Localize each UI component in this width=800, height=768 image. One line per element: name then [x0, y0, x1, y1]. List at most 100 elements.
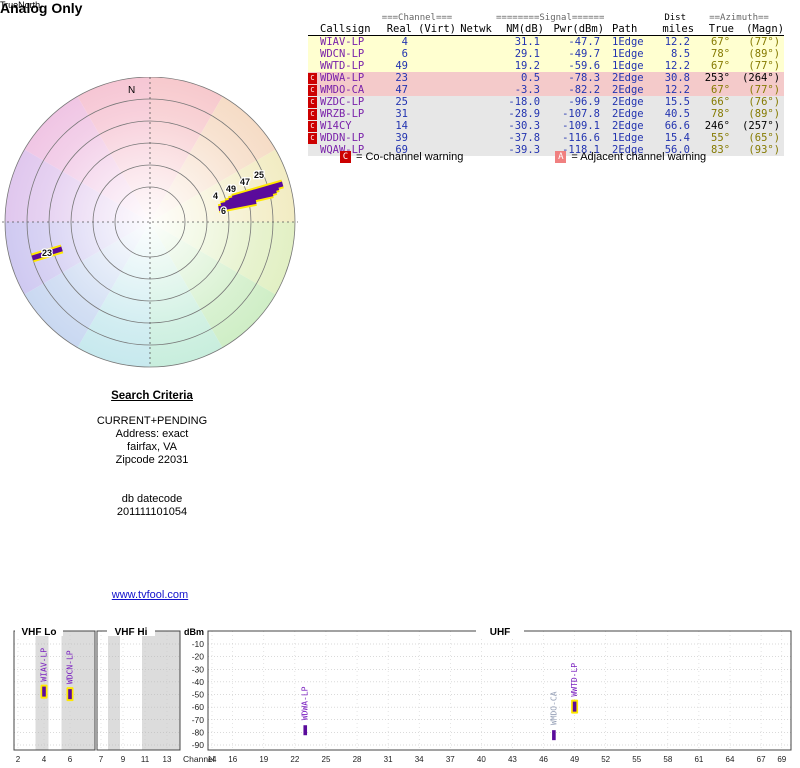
band-shading — [142, 631, 180, 750]
col-netwk: Netwk — [456, 23, 497, 36]
cell-nm: -3.3 — [514, 84, 541, 96]
cell-magn: (77°) — [748, 36, 781, 48]
cell-pwr: -109.1 — [562, 120, 601, 132]
cell-callsign[interactable]: WZDC-LP — [320, 96, 365, 108]
cell-true: 66° — [711, 96, 731, 108]
co-channel-legend: C = Co-channel warning — [340, 151, 463, 163]
cell-miles: 40.5 — [664, 108, 691, 120]
channel-tick-label: 7 — [99, 755, 104, 764]
band-label: UHF — [490, 627, 511, 638]
cell-miles: 15.5 — [664, 96, 691, 108]
channel-tick-label: 14 — [208, 755, 217, 764]
search-line-source: CURRENT+PENDING — [96, 415, 208, 427]
dbm-tick-label: -40 — [192, 677, 205, 687]
cell-virt — [412, 72, 456, 84]
adjacent-channel-text: = Adjacent channel warning — [571, 151, 707, 163]
cell-path: 2Edge — [612, 120, 644, 132]
cell-callsign[interactable]: WMDO-CA — [320, 84, 365, 96]
signal-bar — [552, 730, 556, 741]
cell-warn: C — [308, 72, 318, 84]
cell-virt — [412, 108, 456, 120]
signal-marker-label: 23 — [42, 248, 52, 258]
cell-warn — [308, 36, 318, 49]
signal-bar-label: WMDO-CA — [549, 691, 558, 725]
signal-marker — [31, 246, 63, 261]
dbm-tick-label: -80 — [192, 727, 205, 737]
cell-path: 2Edge — [612, 72, 644, 84]
signal-marker-label: 25 — [254, 170, 264, 180]
cell-miles: 12.2 — [664, 36, 691, 48]
cell-callsign[interactable]: WDDN-LP — [320, 132, 365, 144]
channel-tick-label: 55 — [632, 755, 641, 764]
cell-callsign[interactable]: W14CY — [320, 120, 352, 132]
col-true: True — [694, 23, 735, 36]
cell-magn: (89°) — [748, 108, 781, 120]
cell-true: 78° — [711, 108, 731, 120]
signal-table-body: WIAV-LP 4 31.1 -47.7 1Edge 12.2 67° (77°) WDCN-L… — [308, 35, 785, 156]
warning-legend: C = Co-channel warning A = Adjacent chan… — [340, 151, 706, 163]
dbm-tick-label: -30 — [192, 664, 205, 674]
cell-warn — [308, 60, 318, 72]
channel-tick-label: 64 — [726, 755, 735, 764]
cell-callsign[interactable]: WDCN-LP — [320, 48, 365, 60]
channel-tick-label: 40 — [477, 755, 486, 764]
band-label-bg — [15, 625, 63, 636]
col-callsign: Callsign — [318, 23, 378, 36]
cell-pwr: -107.8 — [562, 108, 601, 120]
signal-bar-label: WDWA-LP — [301, 686, 310, 720]
cell-nm: 31.1 — [514, 36, 541, 48]
signal-bar — [572, 701, 577, 712]
cell-warn: C — [308, 96, 318, 108]
cell-pwr: -96.9 — [568, 96, 601, 108]
cell-magn: (89°) — [748, 48, 781, 60]
channel-tick-label: 16 — [228, 755, 237, 764]
cell-netwk — [456, 132, 496, 144]
radar-subtitle: TrueNorth — [0, 0, 41, 10]
channel-tick-label: 6 — [68, 755, 73, 764]
channel-tick-label: 28 — [353, 755, 362, 764]
cell-netwk — [456, 120, 496, 132]
cell-miles: 12.2 — [664, 60, 691, 72]
cell-netwk — [456, 72, 496, 84]
cell-nm: -37.8 — [508, 132, 541, 144]
tvfool-link[interactable]: www.tvfool.com — [111, 589, 189, 601]
channel-tick-label: 9 — [121, 755, 126, 764]
signal-marker-label: 47 — [240, 177, 250, 187]
cell-miles: 8.5 — [671, 48, 691, 60]
cell-callsign[interactable]: WIAV-LP — [320, 36, 365, 48]
channel-tick-label: 22 — [290, 755, 299, 764]
cell-real: 69 — [395, 144, 408, 156]
table-row: C W14CY 14 -30.3 -109.1 2Edge 66.6 246° (257°) — [308, 120, 785, 132]
cell-netwk — [456, 96, 496, 108]
table-row: WIAV-LP 4 31.1 -47.7 1Edge 12.2 67° (77°) — [308, 35, 785, 49]
db-datecode-label: db datecode — [121, 493, 183, 505]
group-header-row: ===Channel=== ========Signal======== Dis… — [308, 12, 784, 23]
channel-tick-label: 69 — [777, 755, 786, 764]
cell-pwr: -59.6 — [568, 60, 601, 72]
cell-nm: -30.3 — [508, 120, 541, 132]
cell-warn — [308, 48, 318, 60]
channel-tick-label: 37 — [446, 755, 455, 764]
channel-tick-label: 11 — [141, 755, 150, 764]
north-label: N — [128, 85, 135, 96]
signal-marker-label: 49 — [226, 184, 236, 194]
cell-magn: (264°) — [742, 72, 781, 84]
cell-callsign[interactable]: WWTD-LP — [320, 60, 365, 72]
cell-callsign[interactable]: WDWA-LP — [320, 72, 365, 84]
channel-tick-label: 25 — [322, 755, 331, 764]
cell-true: 253° — [704, 72, 731, 84]
search-line-zip: Zipcode 22031 — [115, 454, 189, 466]
col-miles: miles — [650, 23, 695, 36]
cell-netwk — [456, 84, 496, 96]
cell-true: 83° — [711, 144, 731, 156]
co-channel-warning-badge: C — [308, 96, 317, 108]
cell-callsign[interactable]: WRZB-LP — [320, 108, 365, 120]
cell-callsign[interactable]: WQAW-LP — [320, 144, 365, 156]
col-pwr: Pwr(dBm) — [544, 23, 605, 36]
cell-pwr: -118.1 — [562, 144, 601, 156]
signal-bar — [68, 689, 72, 700]
search-criteria-heading: Search Criteria — [111, 390, 193, 402]
signal-bar-label: WIAV-LP — [40, 648, 49, 682]
search-criteria: Search Criteria CURRENT+PENDING Address:… — [52, 390, 252, 519]
cell-warn: C — [308, 120, 318, 132]
